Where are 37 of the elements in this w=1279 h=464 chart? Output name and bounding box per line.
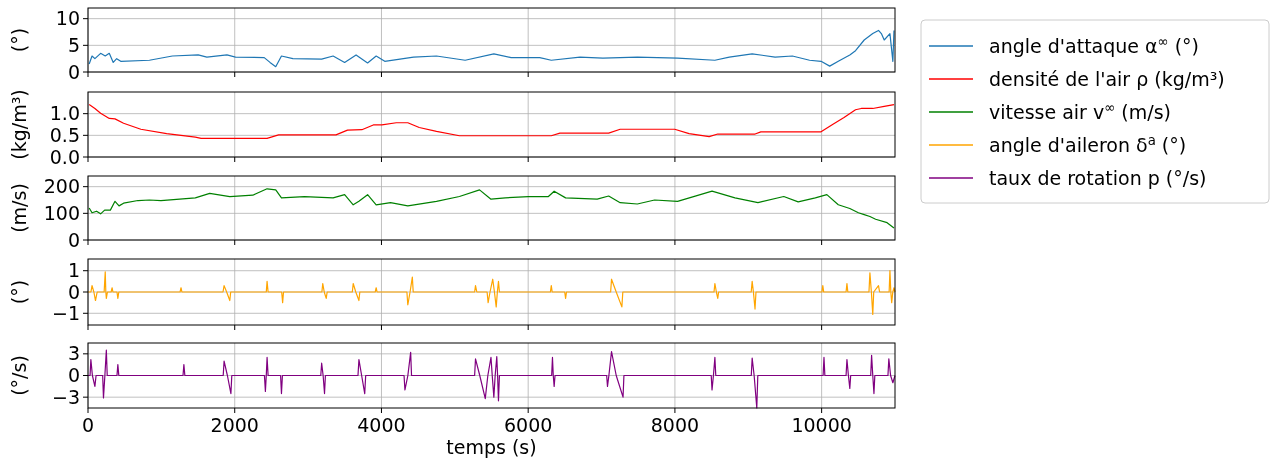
y-tick-label: 0 bbox=[67, 364, 80, 387]
y-tick-label: 0.5 bbox=[49, 123, 80, 146]
x-tick-label: 8000 bbox=[650, 414, 700, 436]
y-axis-title: (°/s) bbox=[8, 355, 30, 396]
y-tick-label: −1 bbox=[51, 301, 80, 324]
y-tick-label: 1.0 bbox=[49, 102, 80, 125]
x-tick-label: 6000 bbox=[504, 414, 553, 436]
y-tick-label: 200 bbox=[43, 175, 80, 198]
y-tick-label: 0 bbox=[67, 280, 80, 303]
y-axis-title: (kg/m³) bbox=[8, 89, 30, 160]
line-series bbox=[88, 188, 895, 229]
y-tick-label: 100 bbox=[43, 201, 80, 224]
y-axis-title: (m/s) bbox=[8, 183, 30, 233]
x-tick-label: 2000 bbox=[210, 414, 259, 436]
legend-label: vitesse air v$^{∞}$ (m/s) bbox=[989, 99, 1171, 123]
line-series bbox=[87, 349, 896, 409]
x-tick-label: 4000 bbox=[357, 414, 406, 436]
y-tick-label: 5 bbox=[67, 33, 80, 56]
legend-label: taux de rotation p (°/s) bbox=[989, 166, 1207, 189]
legend-label: angle d'attaque α$^{∞}$ (°) bbox=[989, 33, 1200, 57]
line-series bbox=[88, 29, 895, 68]
y-tick-label: 1 bbox=[67, 259, 80, 282]
y-tick-label: 0 bbox=[67, 60, 80, 83]
x-tick-label: 10000 bbox=[791, 414, 852, 436]
y-tick-label: 3 bbox=[67, 342, 80, 365]
legend-label: angle d'aileron δ$^{a}$ (°) bbox=[989, 132, 1187, 156]
legend-label: densité de l'air ρ (kg/m³) bbox=[989, 67, 1225, 90]
y-tick-label: −3 bbox=[51, 385, 80, 408]
line-series bbox=[87, 270, 896, 315]
y-tick-label: 0.0 bbox=[49, 145, 80, 168]
y-tick-label: 0 bbox=[67, 228, 80, 251]
x-axis-title: temps (s) bbox=[446, 436, 537, 458]
y-tick-label: 10 bbox=[55, 7, 80, 30]
line-series bbox=[88, 103, 895, 139]
x-tick-label: 0 bbox=[81, 414, 95, 436]
y-axis-title: (°) bbox=[8, 27, 30, 53]
y-axis-title: (°) bbox=[8, 279, 30, 305]
